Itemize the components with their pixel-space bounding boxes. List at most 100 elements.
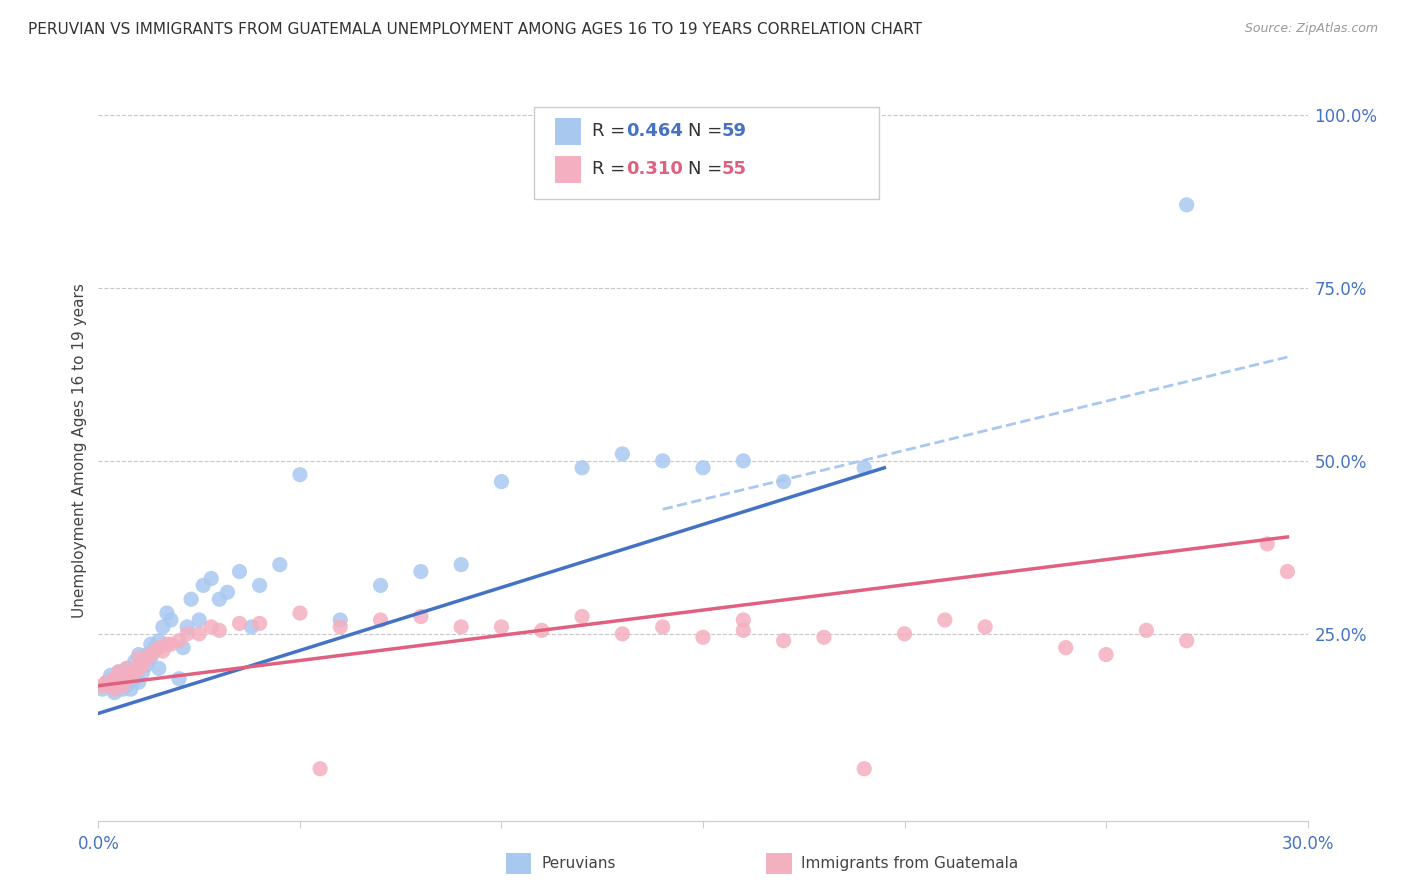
Point <box>530 624 553 638</box>
Point <box>107 665 129 679</box>
Point <box>813 630 835 644</box>
Point <box>103 672 125 686</box>
Point <box>148 633 170 648</box>
Point <box>491 620 513 634</box>
Point <box>176 620 198 634</box>
Point <box>1277 565 1299 579</box>
Text: Peruvians: Peruvians <box>541 856 616 871</box>
Point <box>309 762 332 776</box>
Point <box>143 644 166 658</box>
Point <box>128 651 150 665</box>
Point <box>96 675 118 690</box>
Text: 0.464: 0.464 <box>626 122 682 140</box>
Point <box>132 655 155 669</box>
Point <box>409 565 432 579</box>
Point <box>692 460 714 475</box>
Point <box>612 627 634 641</box>
Text: 59: 59 <box>721 122 747 140</box>
Point <box>143 640 166 655</box>
Point <box>200 572 222 586</box>
Point <box>135 657 157 672</box>
Point <box>450 620 472 634</box>
Point <box>1175 198 1198 212</box>
Point <box>107 679 129 693</box>
Point <box>124 672 146 686</box>
Point <box>491 475 513 489</box>
Point <box>974 620 997 634</box>
Point <box>111 682 134 697</box>
Point <box>188 613 211 627</box>
Point <box>124 665 146 679</box>
Point <box>139 651 162 665</box>
Point <box>370 613 392 627</box>
Text: N =: N = <box>688 161 727 178</box>
Point <box>733 613 755 627</box>
Point <box>156 606 179 620</box>
Point <box>115 661 138 675</box>
Point <box>107 675 129 690</box>
Point <box>934 613 956 627</box>
Point <box>733 624 755 638</box>
Point <box>409 609 432 624</box>
Point <box>853 762 876 776</box>
Point <box>329 620 352 634</box>
Point <box>370 578 392 592</box>
Point <box>329 613 352 627</box>
Point <box>91 682 114 697</box>
Point <box>692 630 714 644</box>
Point <box>772 475 794 489</box>
Point <box>249 616 271 631</box>
Point <box>107 665 129 679</box>
Point <box>176 627 198 641</box>
Point <box>228 616 250 631</box>
Point <box>128 675 150 690</box>
Text: 0.310: 0.310 <box>626 161 682 178</box>
Point <box>208 592 231 607</box>
Text: PERUVIAN VS IMMIGRANTS FROM GUATEMALA UNEMPLOYMENT AMONG AGES 16 TO 19 YEARS COR: PERUVIAN VS IMMIGRANTS FROM GUATEMALA UN… <box>28 22 922 37</box>
Point <box>853 460 876 475</box>
Point <box>107 672 129 686</box>
Point <box>100 668 122 682</box>
Point <box>139 637 162 651</box>
Point <box>249 578 271 592</box>
Text: Immigrants from Guatemala: Immigrants from Guatemala <box>801 856 1019 871</box>
Point <box>152 620 174 634</box>
Point <box>172 640 194 655</box>
Point <box>135 648 157 662</box>
Point <box>651 620 673 634</box>
Point <box>772 633 794 648</box>
Point <box>100 679 122 693</box>
Point <box>115 679 138 693</box>
Point <box>100 679 122 693</box>
Point <box>96 675 118 690</box>
Point <box>139 648 162 662</box>
Point <box>269 558 291 572</box>
Point <box>208 624 231 638</box>
Text: Source: ZipAtlas.com: Source: ZipAtlas.com <box>1244 22 1378 36</box>
Point <box>120 682 142 697</box>
Point <box>128 648 150 662</box>
Text: N =: N = <box>688 122 727 140</box>
Point <box>111 679 134 693</box>
Point <box>115 661 138 675</box>
Point <box>160 637 183 651</box>
Point <box>167 672 190 686</box>
Point <box>217 585 239 599</box>
Point <box>91 679 114 693</box>
Text: R =: R = <box>592 122 631 140</box>
Point <box>120 665 142 679</box>
Point <box>152 644 174 658</box>
Point <box>1256 537 1278 551</box>
Point <box>180 592 202 607</box>
Point <box>571 609 593 624</box>
Point <box>1175 633 1198 648</box>
Y-axis label: Unemployment Among Ages 16 to 19 years: Unemployment Among Ages 16 to 19 years <box>72 283 87 618</box>
Point <box>571 460 593 475</box>
Point <box>288 467 311 482</box>
Point <box>228 565 250 579</box>
Point <box>733 454 755 468</box>
Point <box>103 685 125 699</box>
Point <box>148 661 170 675</box>
Point <box>115 672 138 686</box>
Point <box>148 640 170 655</box>
